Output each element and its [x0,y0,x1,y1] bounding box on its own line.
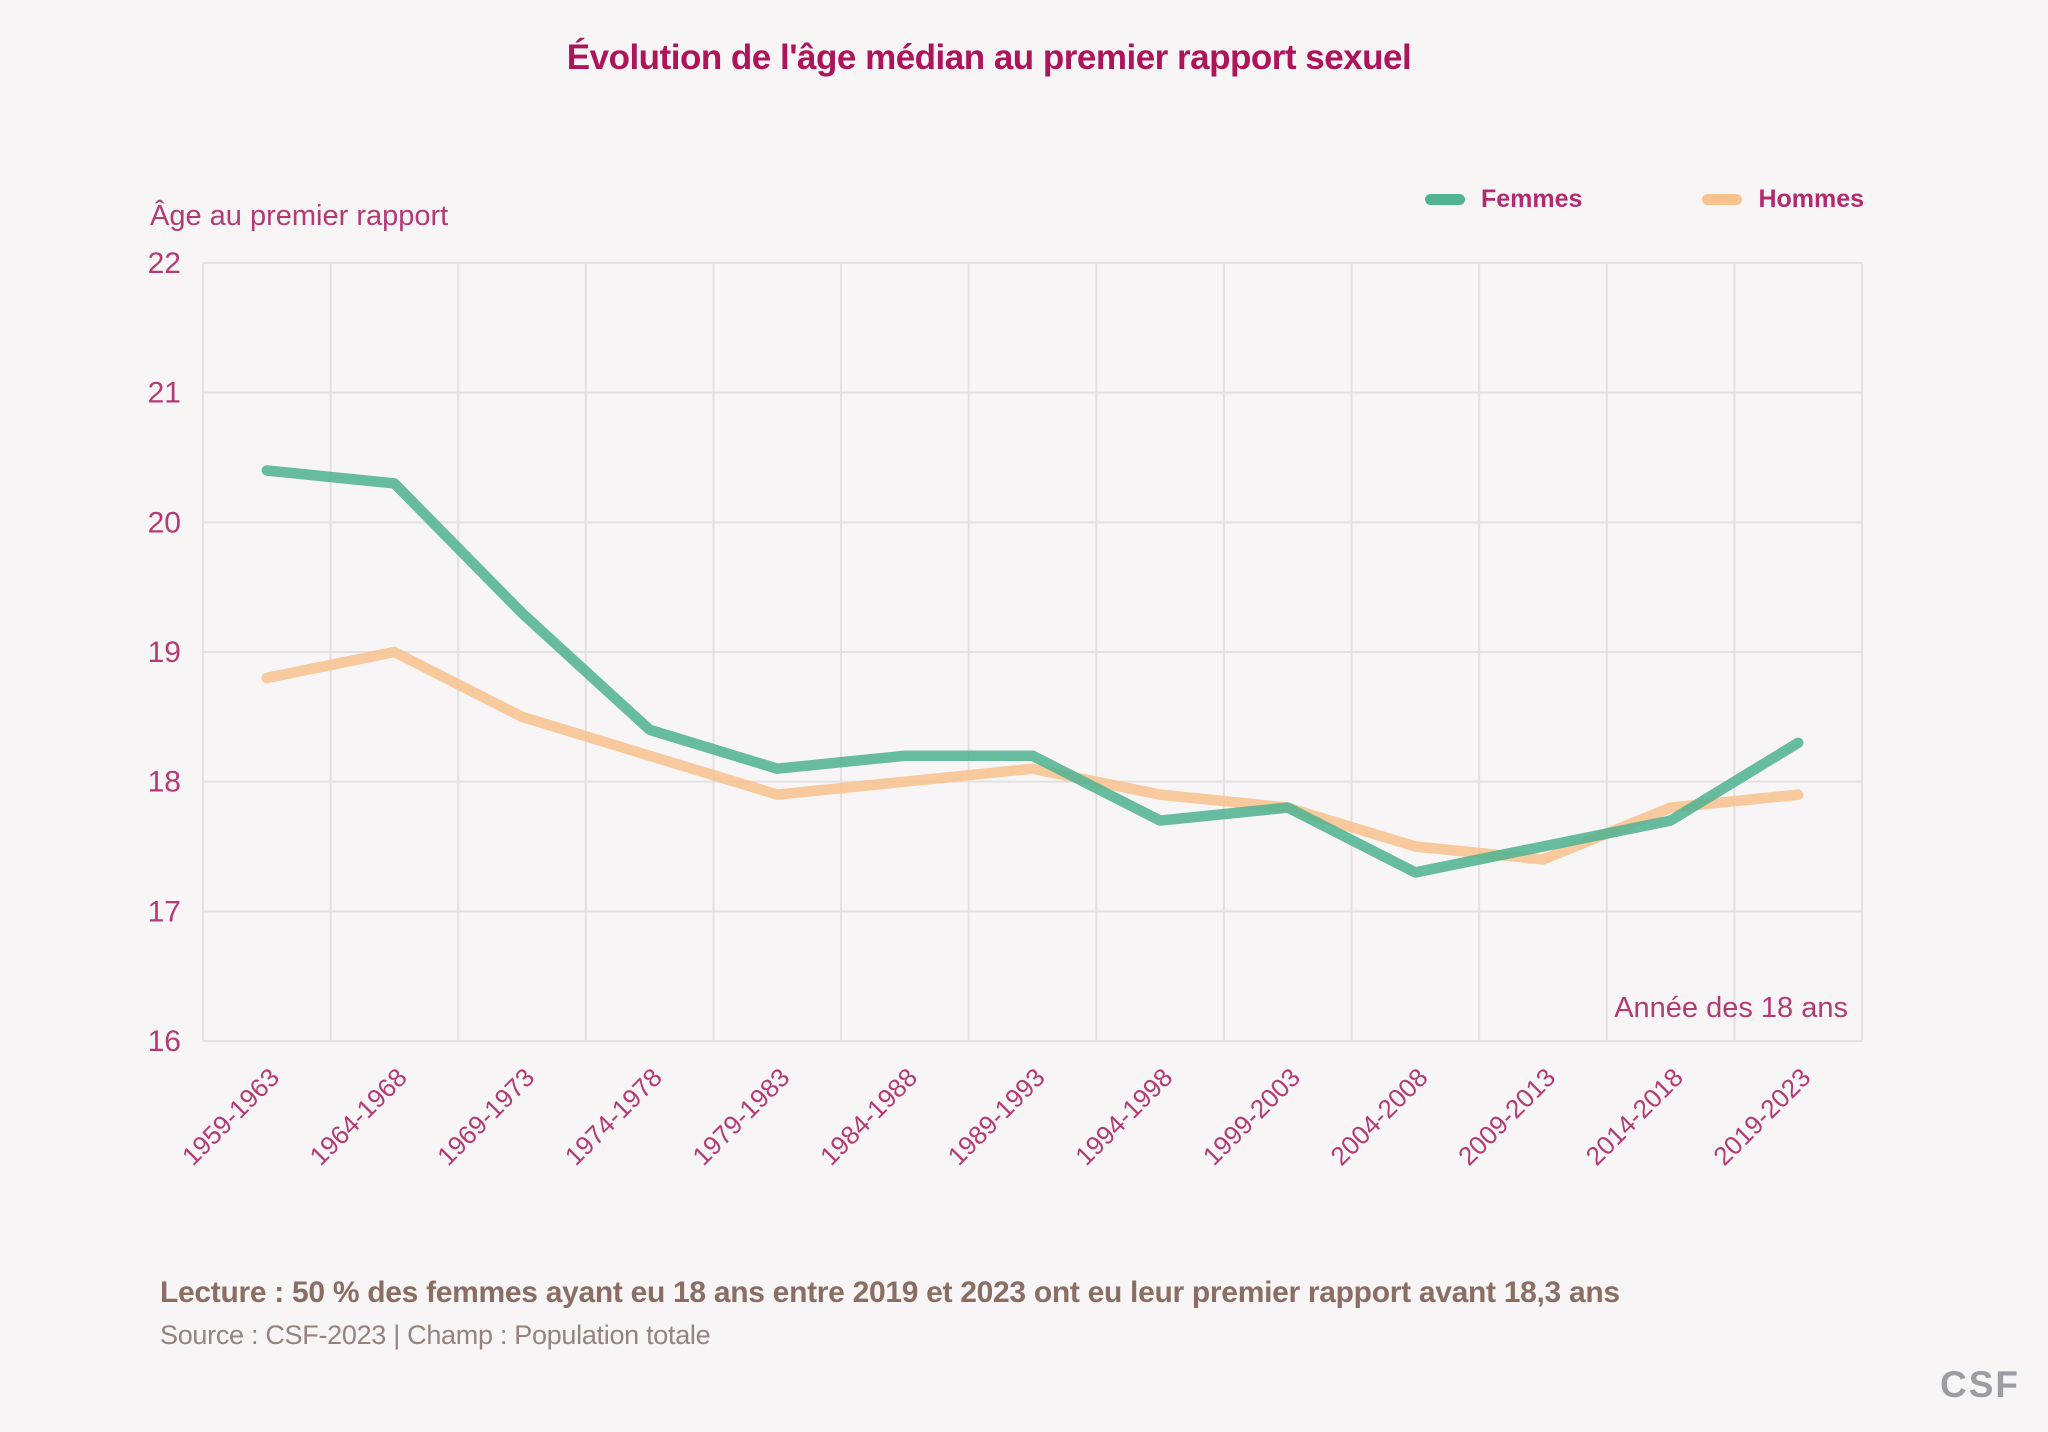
y-axis-title: Âge au premier rapport [150,200,449,232]
x-tick-label: 1959-1963 [176,1062,285,1171]
footer-lecture: Lecture : 50 % des femmes ayant eu 18 an… [160,1276,1620,1309]
legend-item-femmes: Femmes [1425,185,1582,214]
y-tick-label: 17 [148,895,181,928]
legend-item-hommes: Hommes [1702,185,1864,214]
x-tick-label: 1994-1998 [1069,1062,1178,1171]
x-axis-annotation: Année des 18 ans [1614,992,1848,1024]
footer-source: Source : CSF-2023 | Champ : Population t… [160,1320,711,1350]
x-tick-label: 1989-1993 [942,1062,1051,1171]
femmes-line [261,465,1804,878]
footer: Lecture : 50 % des femmes ayant eu 18 an… [160,1276,1860,1351]
x-tick-label: 1999-2003 [1197,1062,1306,1171]
x-tick-label: 1984-1988 [814,1062,923,1171]
x-tick-label: 2009-2013 [1452,1062,1561,1171]
y-tick-label: 19 [148,636,181,669]
legend-label-hommes: Hommes [1758,185,1865,213]
femmes-swatch [1425,194,1465,205]
x-tick-label: 2014-2018 [1580,1062,1689,1171]
y-tick-label: 20 [148,506,181,539]
legend: Femmes Hommes [1425,185,1864,214]
x-tick-label: 1974-1978 [559,1062,668,1171]
x-tick-label: 2004-2008 [1324,1062,1433,1171]
x-tick-label: 2019-2023 [1707,1062,1816,1171]
hommes-line [261,646,1804,865]
x-tick-label: 1969-1973 [431,1062,540,1171]
hommes-swatch [1702,194,1743,205]
x-tick-label: 1979-1983 [686,1062,795,1171]
x-tick-label: 1964-1968 [304,1062,413,1171]
y-tick-label: 18 [148,766,181,799]
y-tick-label: 22 [148,247,181,280]
csf-logo: CSF [1940,1364,2020,1405]
chart-title: Évolution de l'âge médian au premier rap… [566,38,1412,77]
y-tick-label: 21 [148,377,181,410]
y-tick-label: 16 [148,1025,181,1058]
legend-label-femmes: Femmes [1481,185,1583,213]
